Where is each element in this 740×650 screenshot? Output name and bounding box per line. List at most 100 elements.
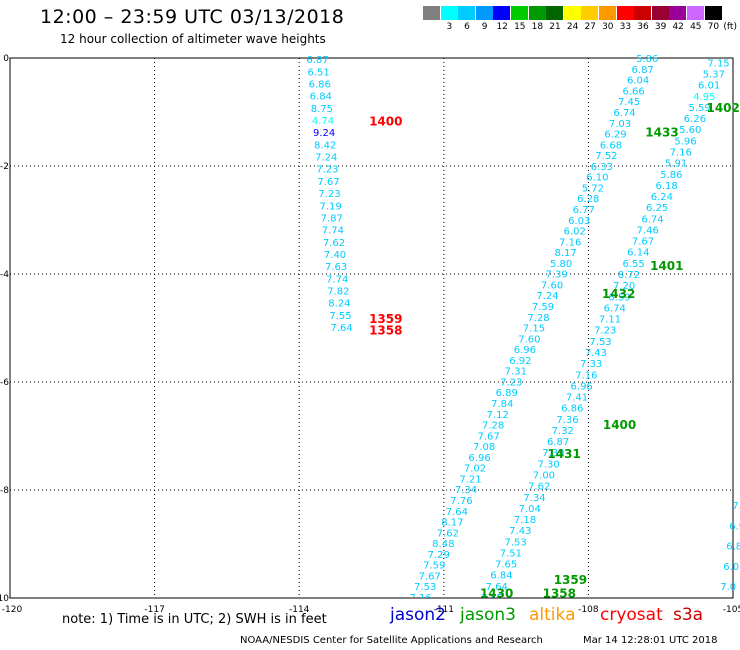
color-scale-swatch (475, 6, 493, 20)
wave-height-reading: 8.42 (314, 140, 336, 151)
wave-height-reading: 7.52 (595, 151, 617, 162)
color-scale-swatch (581, 6, 599, 20)
timestamp: Mar 14 12:28:01 UTC 2018 (583, 635, 718, 646)
wave-height-reading: 7.74 (326, 274, 348, 285)
wave-height-reading: 7.12 (487, 410, 509, 421)
wave-height-reading: 7.62 (437, 528, 459, 539)
color-scale-label: 33 (619, 22, 632, 32)
page-subtitle: 12 hour collection of altimeter wave hei… (60, 32, 326, 46)
wave-height-reading: 7.16 (410, 593, 432, 604)
wave-height-reading: 7.65 (495, 560, 517, 571)
wave-height-reading: 7.43 (509, 526, 531, 537)
plot-frame (9, 57, 734, 599)
wave-height-reading: 7.87 (321, 213, 343, 224)
wave-height-reading: 5.37 (703, 70, 725, 81)
y-tick-label: -2 (0, 162, 9, 172)
wave-height-reading: 7.23 (318, 189, 340, 200)
x-tick-label: -120 (2, 605, 23, 615)
color-scale-label: 18 (531, 22, 544, 32)
wave-height-reading: 5.86 (660, 170, 682, 181)
wave-height-reading: 7.60 (518, 334, 540, 345)
wave-height-reading: 7.00 (533, 470, 555, 481)
wave-height-reading: 7.67 (477, 431, 499, 442)
wave-height-reading: 7.18 (514, 515, 536, 526)
pass-time-label: 1358 (543, 587, 576, 601)
wave-height-reading: 7.53 (589, 337, 611, 348)
pass-time-label: 1359 (369, 312, 402, 326)
x-tick-label: -108 (578, 605, 599, 615)
color-scale-label: 21 (549, 22, 561, 32)
wave-height-reading: 7.62 (528, 482, 550, 493)
wave-height-reading: 7.67 (419, 571, 441, 582)
wave-height-reading: 7.40 (324, 250, 346, 261)
color-scale-swatch (528, 6, 546, 20)
wave-height-reading: 7.15 (707, 58, 729, 69)
wave-height-reading: 7.0 (720, 582, 736, 593)
wave-height-reading: 7.23 (594, 326, 616, 337)
color-scale-swatch (563, 6, 581, 20)
y-tick-label: -6 (0, 378, 9, 388)
wave-height-reading: 7.55 (329, 311, 351, 322)
mission-jason3: jason3 (460, 605, 516, 625)
color-scale-label: 6 (464, 22, 470, 32)
pass-time-label: 1433 (645, 126, 678, 140)
wave-height-reading: 5.59 (689, 103, 711, 114)
mission-cryosat: cryosat (600, 605, 663, 625)
wave-height-reading: 6.96 (468, 453, 490, 464)
pass-time-label: 1358 (369, 324, 402, 338)
wave-height-reading: 6.84 (490, 571, 512, 582)
legend-note: note: 1) Time is in UTC; 2) SWH is in fe… (62, 612, 327, 627)
wave-height-reading: 6.24 (651, 192, 673, 203)
wave-height-reading: 6.87 (306, 55, 328, 66)
credits: NOAA/NESDIS Center for Satellite Applica… (240, 635, 543, 646)
wave-height-reading: 5.96 (674, 136, 696, 147)
wave-height-reading: 6.96 (571, 381, 593, 392)
wave-height-reading: 6.02 (564, 227, 586, 238)
wave-height-reading: 6.10 (586, 173, 608, 184)
wave-height-reading: 7.11 (599, 315, 621, 326)
wave-height-reading: 7.24 (536, 291, 558, 302)
wave-height-reading: 8.75 (311, 104, 333, 115)
wave-height-reading: 7.64 (330, 323, 352, 334)
wave-height-reading: 6.25 (646, 203, 668, 214)
wave-height-reading: 7.0 (732, 501, 740, 512)
wave-height-reading: 7.64 (446, 507, 468, 518)
wave-height-reading: 5.72 (582, 183, 604, 194)
wave-height-reading: 6.74 (613, 108, 635, 119)
wave-height-reading: 7.55 (481, 593, 503, 604)
color-scale-swatch (616, 6, 634, 20)
pass-time-label: 1432 (602, 287, 635, 301)
wave-height-reading: 7.16 (559, 237, 581, 248)
y-tick-label: -4 (0, 270, 9, 280)
wave-height-reading: 6.26 (684, 114, 706, 125)
wave-height-reading: 7.84 (491, 399, 513, 410)
wave-height-reading: 7.46 (637, 225, 659, 236)
x-tick-label: -105 (723, 605, 740, 615)
color-scale-swatch (651, 6, 669, 20)
wave-height-reading: 7.76 (450, 496, 472, 507)
wave-height-reading: 7.63 (325, 262, 347, 273)
wave-height-reading: 7.67 (317, 177, 339, 188)
wave-height-reading: 8.24 (328, 299, 350, 310)
pass-time-label: 1431 (547, 447, 580, 461)
wave-height-reading: 7.41 (566, 393, 588, 404)
wave-height-reading: 7.31 (505, 367, 527, 378)
wave-height-reading: 7.20 (613, 281, 635, 292)
wave-height-reading: 6.55 (622, 259, 644, 270)
color-scale-label: 9 (481, 22, 488, 32)
wave-height-reading: 6.96 (514, 345, 536, 356)
color-scale-label: 27 (584, 22, 596, 32)
wave-height-reading: 7.23 (316, 165, 338, 176)
wave-height-reading: 6.29 (604, 130, 626, 141)
color-scale-label: 42 (672, 22, 684, 32)
color-scale-swatch (669, 6, 687, 20)
wave-height-reading: 6.03 (568, 216, 590, 227)
color-scale-swatch (458, 6, 476, 20)
wave-height-reading: 7.59 (532, 302, 554, 313)
color-scale-label: 70 (707, 22, 720, 32)
wave-height-reading: 6.87 (547, 437, 569, 448)
y-tick-label: -8 (0, 486, 9, 496)
wave-height-reading: 6.92 (509, 356, 531, 367)
wave-height-reading: 7.23 (500, 377, 522, 388)
